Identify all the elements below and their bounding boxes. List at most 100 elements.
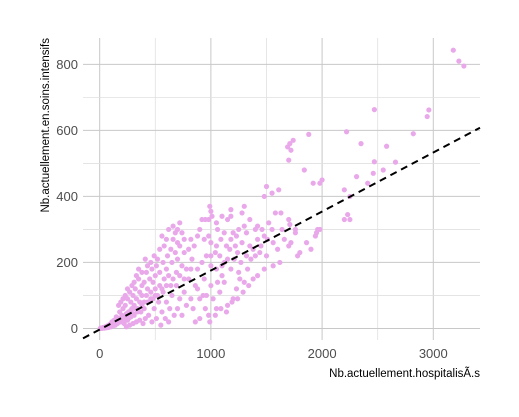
x-axis-ticks: 0 1000 2000 3000 bbox=[96, 346, 448, 361]
data-point bbox=[358, 141, 364, 147]
data-point bbox=[194, 266, 201, 272]
data-point bbox=[221, 279, 227, 285]
data-point bbox=[259, 226, 265, 233]
data-point bbox=[236, 226, 242, 233]
data-point bbox=[192, 282, 198, 289]
data-point bbox=[181, 289, 187, 295]
data-point bbox=[174, 256, 181, 262]
data-point bbox=[237, 276, 243, 282]
data-point bbox=[301, 167, 307, 173]
data-point bbox=[208, 208, 214, 214]
data-point bbox=[140, 320, 146, 327]
data-point bbox=[263, 183, 270, 190]
data-point bbox=[203, 253, 210, 259]
data-point bbox=[345, 211, 351, 218]
data-point bbox=[317, 180, 323, 186]
data-point bbox=[252, 253, 258, 259]
data-point bbox=[124, 286, 131, 292]
data-point bbox=[173, 269, 180, 275]
data-point bbox=[197, 296, 203, 302]
data-point bbox=[171, 312, 177, 318]
data-point bbox=[371, 107, 377, 113]
data-point bbox=[270, 263, 276, 269]
data-point bbox=[152, 286, 158, 292]
data-point bbox=[150, 279, 156, 285]
data-point bbox=[208, 253, 214, 259]
data-point bbox=[281, 236, 287, 242]
x-tick-label: 0 bbox=[96, 346, 103, 361]
data-point bbox=[295, 253, 301, 259]
data-points bbox=[97, 47, 467, 332]
data-point bbox=[136, 266, 142, 272]
data-point bbox=[279, 226, 285, 233]
y-tick-label: 600 bbox=[56, 123, 78, 138]
data-point bbox=[139, 269, 145, 275]
data-point bbox=[246, 282, 252, 289]
data-point bbox=[142, 315, 148, 322]
data-point bbox=[161, 243, 167, 249]
data-point bbox=[410, 131, 416, 137]
reference-line bbox=[82, 126, 481, 340]
data-point bbox=[181, 249, 187, 256]
data-point bbox=[177, 220, 183, 226]
data-point bbox=[219, 213, 225, 219]
data-point bbox=[179, 263, 185, 269]
data-point bbox=[269, 190, 275, 196]
data-point bbox=[201, 276, 207, 282]
data-point bbox=[139, 282, 145, 289]
data-point bbox=[241, 203, 247, 209]
data-point bbox=[125, 315, 132, 322]
data-point bbox=[208, 282, 214, 289]
data-point bbox=[380, 167, 386, 173]
data-point bbox=[137, 289, 143, 295]
data-point bbox=[243, 230, 250, 236]
data-point bbox=[153, 315, 159, 322]
data-point bbox=[347, 216, 353, 223]
data-point bbox=[167, 306, 173, 312]
data-point bbox=[278, 210, 284, 216]
data-point bbox=[370, 170, 376, 176]
data-point bbox=[218, 306, 224, 312]
data-point bbox=[168, 246, 174, 252]
data-point bbox=[183, 302, 190, 308]
data-point bbox=[151, 253, 157, 259]
data-point bbox=[247, 216, 253, 223]
data-point bbox=[163, 299, 169, 305]
data-point bbox=[210, 296, 216, 302]
data-point bbox=[119, 315, 125, 322]
y-tick-label: 400 bbox=[56, 189, 78, 204]
data-point bbox=[224, 256, 231, 262]
data-point bbox=[115, 302, 122, 308]
data-point bbox=[238, 259, 244, 266]
data-point bbox=[213, 306, 220, 312]
x-tick-label: 2000 bbox=[308, 346, 337, 361]
data-point bbox=[149, 266, 155, 272]
data-point bbox=[133, 296, 139, 302]
data-point bbox=[275, 246, 281, 252]
data-point bbox=[163, 236, 169, 242]
data-point bbox=[166, 319, 172, 325]
data-point bbox=[269, 226, 275, 233]
data-point bbox=[148, 259, 154, 266]
data-point bbox=[217, 289, 223, 295]
data-point bbox=[244, 266, 251, 272]
data-point bbox=[223, 243, 230, 249]
data-point bbox=[177, 273, 183, 279]
data-point bbox=[230, 230, 236, 236]
x-tick-label: 1000 bbox=[196, 346, 225, 361]
data-point bbox=[157, 282, 163, 289]
data-point bbox=[286, 216, 292, 223]
data-point bbox=[426, 107, 432, 113]
data-point bbox=[147, 276, 153, 282]
data-point bbox=[212, 312, 218, 318]
data-point bbox=[146, 312, 152, 318]
data-point bbox=[152, 273, 158, 279]
data-point bbox=[199, 259, 205, 266]
data-point bbox=[227, 246, 233, 252]
data-point bbox=[240, 289, 246, 295]
data-point bbox=[169, 292, 175, 299]
data-point bbox=[228, 236, 234, 242]
data-point bbox=[254, 273, 261, 279]
data-point bbox=[303, 240, 310, 246]
